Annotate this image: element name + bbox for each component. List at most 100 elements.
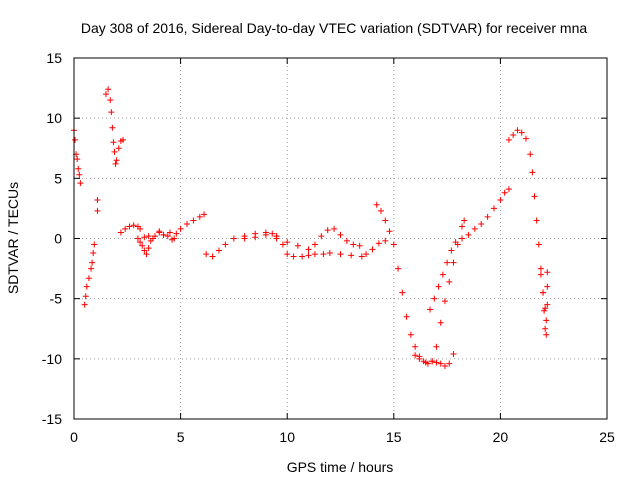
data-point: [382, 237, 389, 244]
data-point: [290, 253, 297, 260]
data-point: [134, 235, 141, 242]
data-point: [484, 213, 491, 220]
data-point: [173, 230, 180, 237]
data-point: [115, 145, 122, 152]
data-point: [326, 249, 333, 256]
data-point: [284, 239, 291, 246]
data-point: [431, 295, 438, 302]
x-tick-label: 0: [70, 429, 78, 445]
data-point: [427, 306, 434, 313]
data-point: [331, 225, 338, 232]
data-point: [94, 207, 101, 214]
data-point: [143, 251, 150, 258]
data-point: [141, 234, 148, 241]
data-point: [324, 227, 331, 234]
data-point: [459, 235, 466, 242]
data-point: [542, 305, 549, 312]
data-point: [386, 228, 393, 235]
data-point: [433, 359, 440, 366]
data-point: [215, 247, 222, 254]
data-point: [112, 160, 119, 167]
data-point: [94, 196, 101, 203]
data-point: [452, 239, 459, 246]
data-point: [537, 265, 544, 272]
data-point: [139, 242, 146, 249]
data-point: [111, 148, 118, 155]
data-point: [343, 237, 350, 244]
x-tick-label: 10: [279, 429, 295, 445]
data-point: [478, 221, 485, 228]
data-point: [252, 234, 259, 241]
data-point: [542, 325, 549, 332]
x-tick-label: 25: [599, 429, 615, 445]
data-point: [305, 246, 312, 253]
data-point: [91, 241, 98, 248]
data-point: [382, 217, 389, 224]
data-point: [514, 127, 521, 134]
data-point: [358, 253, 365, 260]
data-point: [201, 211, 208, 218]
data-point: [461, 217, 468, 224]
data-point: [130, 222, 137, 229]
y-tick-label: 15: [46, 50, 62, 66]
y-tick-label: 0: [54, 231, 62, 247]
data-point: [518, 129, 525, 136]
data-point: [505, 136, 512, 143]
data-point: [203, 251, 210, 258]
data-point: [491, 205, 498, 212]
data-point: [85, 275, 92, 282]
data-point: [448, 247, 455, 254]
data-point: [544, 283, 551, 290]
data-point: [145, 245, 152, 252]
data-point: [544, 269, 551, 276]
data-point: [529, 169, 536, 176]
data-point: [378, 207, 385, 214]
data-point: [543, 317, 550, 324]
data-point: [305, 252, 312, 259]
data-point: [82, 293, 89, 300]
data-point: [543, 331, 550, 338]
data-point: [241, 235, 248, 242]
data-point: [527, 151, 534, 158]
data-point: [299, 253, 306, 260]
data-point: [273, 233, 280, 240]
data-point: [437, 360, 444, 367]
data-point: [522, 135, 529, 142]
data-point: [141, 247, 148, 254]
data-point: [433, 343, 440, 350]
data-point: [177, 225, 184, 232]
data-point: [89, 259, 96, 266]
data-point: [81, 301, 88, 308]
data-point: [446, 360, 453, 367]
data-point: [230, 235, 237, 242]
data-point: [120, 136, 127, 143]
data-point: [160, 231, 167, 238]
data-point: [145, 233, 152, 240]
x-tick-label: 5: [177, 429, 185, 445]
data-point: [107, 97, 114, 104]
data-point: [74, 156, 81, 163]
data-point: [450, 259, 457, 266]
y-tick-label: 5: [54, 170, 62, 186]
data-point: [108, 109, 115, 116]
x-tick-label: 15: [386, 429, 402, 445]
data-point: [284, 251, 291, 258]
data-point: [126, 223, 133, 230]
data-point: [369, 246, 376, 253]
data-point: [375, 240, 382, 247]
data-point: [471, 225, 478, 232]
y-axis-label: SDTVAR / TECUs: [5, 182, 21, 294]
data-point: [262, 231, 269, 238]
data-point: [437, 319, 444, 326]
data-point: [318, 233, 325, 240]
plot-area: [71, 86, 551, 370]
data-point: [75, 165, 82, 172]
data-point: [222, 241, 229, 248]
y-tick-label: -15: [42, 411, 62, 427]
data-point: [166, 229, 173, 236]
data-point: [412, 343, 419, 350]
data-point: [501, 189, 508, 196]
data-point: [169, 236, 176, 243]
data-point: [390, 241, 397, 248]
